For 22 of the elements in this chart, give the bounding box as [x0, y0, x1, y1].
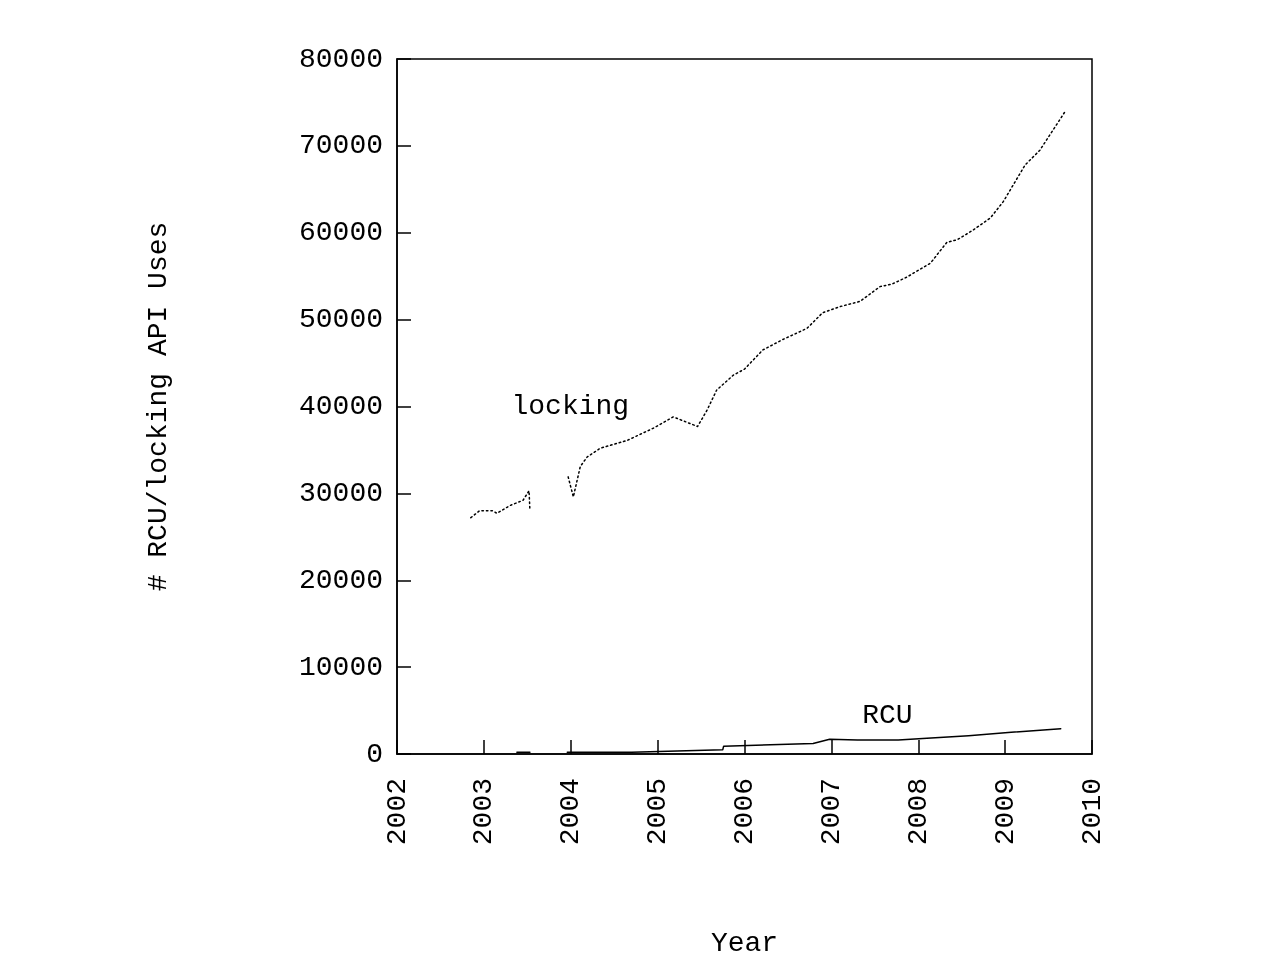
- series-label: locking: [511, 390, 630, 422]
- x-tick-label: 2008: [902, 778, 934, 846]
- y-tick-label: 40000: [298, 391, 383, 422]
- x-tick-label: 2002: [381, 778, 413, 846]
- y-tick-label: 70000: [298, 130, 383, 162]
- y-tick-label: 50000: [298, 304, 383, 336]
- x-axis-title: Year: [710, 927, 779, 959]
- y-tick-label: 60000: [298, 217, 383, 249]
- x-tick-label: 2003: [468, 778, 500, 846]
- y-tick-label: 0: [366, 738, 383, 770]
- x-tick-label: 2006: [729, 778, 760, 846]
- y-tick-label: 10000: [298, 651, 383, 683]
- y-axis-title: # RCU/locking API Uses: [142, 221, 174, 592]
- x-tick-label: 2010: [1076, 778, 1108, 846]
- y-tick-label: 20000: [298, 564, 383, 596]
- x-tick-label: 2005: [642, 778, 674, 846]
- x-tick-label: 2004: [555, 778, 587, 846]
- series-label: RCU: [862, 699, 913, 731]
- x-tick-label: 2009: [989, 778, 1021, 846]
- y-tick-label: 80000: [298, 43, 383, 75]
- y-tick-label: 30000: [298, 477, 383, 509]
- x-tick-label: 2007: [815, 778, 847, 846]
